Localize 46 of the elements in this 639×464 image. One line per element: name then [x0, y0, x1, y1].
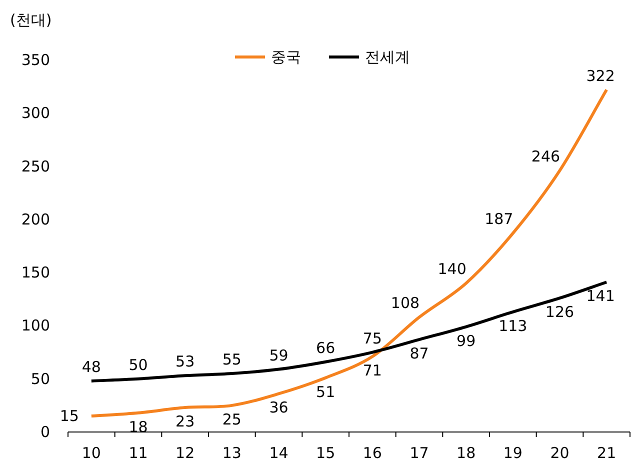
data-label: 113	[498, 316, 528, 335]
data-label: 59	[269, 346, 288, 364]
x-tick-label: 20	[550, 444, 570, 462]
y-tick-label: 0	[40, 423, 50, 441]
data-label: 53	[176, 352, 195, 371]
y-tick-label: 250	[21, 157, 50, 176]
x-tick-label: 12	[176, 444, 195, 462]
data-label: 25	[222, 410, 242, 428]
x-tick-label: 17	[410, 444, 429, 462]
data-label: 55	[222, 350, 242, 369]
x-tick-label: 21	[597, 444, 616, 462]
x-tick-label: 11	[128, 444, 148, 462]
y-tick-label: 300	[21, 104, 50, 122]
x-tick-label: 19	[503, 444, 522, 462]
data-label: 246	[531, 148, 560, 166]
y-tick-label: 100	[21, 316, 50, 335]
data-label: 75	[362, 329, 382, 348]
data-label: 187	[484, 210, 514, 228]
data-label: 108	[390, 294, 420, 312]
data-label: 50	[128, 356, 148, 374]
x-tick-label: 14	[269, 444, 288, 462]
y-tick-label: 350	[21, 51, 50, 69]
y-axis-title: (천대)	[10, 11, 52, 29]
data-label: 141	[586, 287, 615, 306]
data-label: 71	[362, 362, 382, 380]
data-label: 48	[82, 358, 101, 376]
x-tick-label: 18	[456, 444, 476, 462]
x-tick-label: 13	[222, 444, 242, 462]
data-label: 51	[316, 382, 336, 401]
data-label: 15	[60, 407, 79, 426]
data-label: 322	[586, 66, 615, 85]
x-tick-label: 16	[362, 444, 382, 462]
legend-label: 전세계	[365, 48, 410, 66]
data-label: 99	[456, 332, 476, 350]
y-tick-label: 150	[21, 264, 50, 282]
y-tick-label: 200	[21, 210, 50, 228]
x-tick-label: 15	[316, 444, 336, 462]
data-label: 140	[438, 260, 466, 278]
x-tick-label: 10	[82, 444, 101, 462]
data-label: 66	[316, 338, 336, 357]
data-label: 23	[176, 412, 195, 431]
data-label: 126	[545, 303, 574, 322]
data-label: 36	[269, 398, 288, 417]
legend-label: 중국	[271, 48, 301, 66]
y-tick-label: 50	[30, 370, 50, 388]
data-label: 87	[410, 344, 429, 363]
